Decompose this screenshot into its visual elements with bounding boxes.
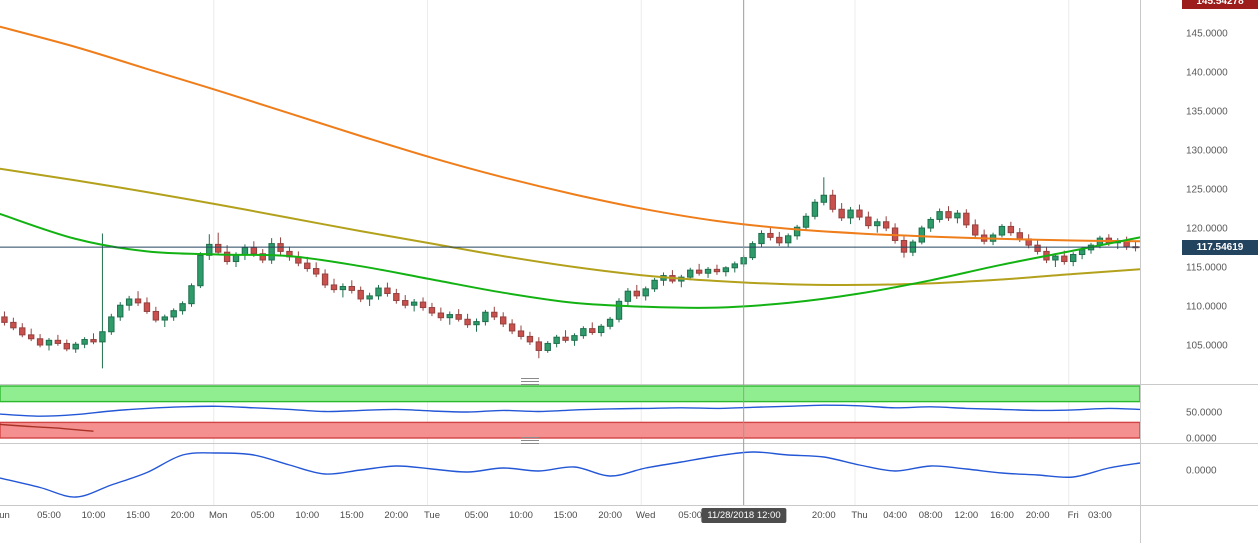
pane-resize-handle[interactable] [521, 437, 539, 444]
time-axis-label: 05:00 [37, 510, 61, 521]
time-axis-label: 03:00 [1088, 510, 1112, 521]
axis-tick-label: 110.0000 [1186, 302, 1227, 313]
time-axis-label: 08:00 [919, 510, 943, 521]
axis-tick-label: 125.0000 [1186, 185, 1228, 196]
time-axis-label: 15:00 [126, 510, 150, 521]
ma-slow-line [0, 25, 1141, 243]
time-axis-label: 10:00 [82, 510, 106, 521]
time-axis-label: Tue [424, 510, 440, 521]
time-axis-label: un [0, 510, 10, 521]
time-axis-label: 20:00 [598, 510, 622, 521]
ma-fast-line [0, 212, 1141, 309]
time-axis-label: 15:00 [340, 510, 364, 521]
time-axis-label: 15:00 [554, 510, 578, 521]
pane-resize-handle[interactable] [521, 378, 539, 385]
time-axis-label: 05:00 [251, 510, 275, 521]
time-axis-label: 12:00 [954, 510, 978, 521]
crosshair-time-tooltip: 11/28/2018 12:00 [701, 508, 787, 523]
axis-tick-label: 140.0000 [1186, 68, 1228, 79]
time-axis-label: Mon [209, 510, 227, 521]
rsi-signal-line [0, 423, 94, 432]
time-axis-label: 20:00 [1026, 510, 1050, 521]
axis-tick-label: 135.0000 [1186, 107, 1228, 118]
axis-tick-label: 0.0000 [1186, 434, 1217, 445]
current-price-label: 117.54619 [1182, 240, 1258, 255]
axis-tick-label: 0.0000 [1186, 466, 1217, 477]
axis-tick-label: 50.0000 [1186, 408, 1223, 419]
axis-tick-label: 130.0000 [1186, 146, 1228, 157]
time-axis-label: 16:00 [990, 510, 1014, 521]
axis-tick-label: 105.0000 [1186, 341, 1228, 352]
time-axis-label: 05:00 [678, 510, 702, 521]
ma-mid-line [0, 167, 1141, 286]
time-axis-label: Wed [636, 510, 655, 521]
time-axis-label: 20:00 [384, 510, 408, 521]
time-axis-label: Thu [851, 510, 867, 521]
price-axis[interactable]: 145.0000 140.0000 135.0000 130.0000 125.0000… [1186, 29, 1228, 477]
time-axis-label: 05:00 [465, 510, 489, 521]
axis-tick-label: 145.0000 [1186, 29, 1228, 40]
oscillator-line [0, 451, 1141, 498]
alert-price-label: 145.54278 [1182, 0, 1258, 9]
time-axis-label: 20:00 [171, 510, 195, 521]
rsi-line [0, 404, 1141, 417]
time-axis-label: 10:00 [509, 510, 533, 521]
axis-tick-label: 115.0000 [1186, 263, 1227, 274]
time-axis-label: 10:00 [295, 510, 319, 521]
time-axis-label: 20:00 [812, 510, 836, 521]
time-axis-label: Fri [1068, 510, 1079, 521]
time-axis[interactable]: un 05:00 10:00 15:00 20:00 Mon 05:00 10:00 15:00… [0, 510, 1112, 521]
time-axis-label: 04:00 [883, 510, 907, 521]
axis-tick-label: 120.0000 [1186, 224, 1228, 235]
rsi-bands [0, 385, 1141, 439]
